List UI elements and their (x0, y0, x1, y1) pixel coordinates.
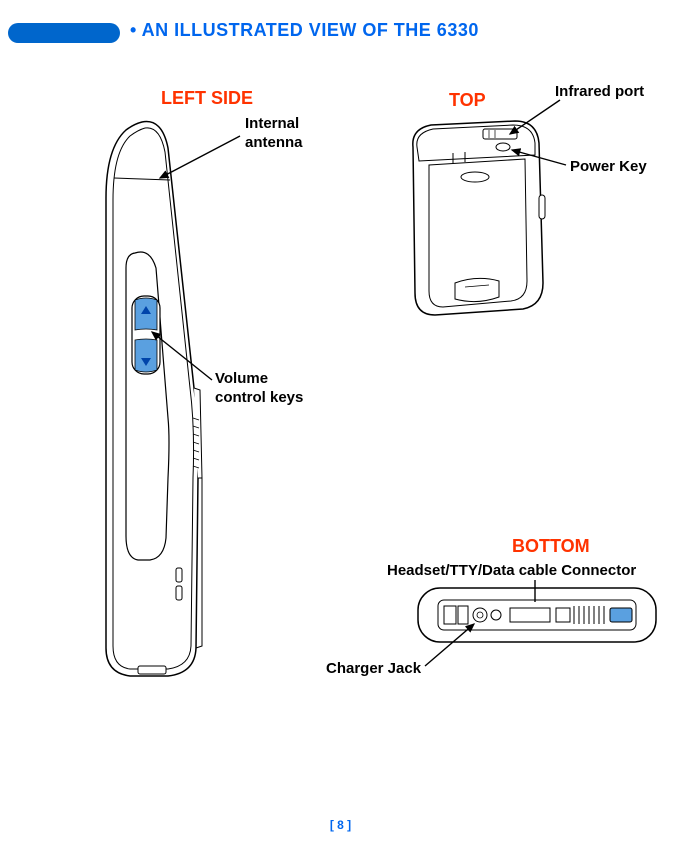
page-number: [ 8 ] (0, 818, 681, 832)
callout-arrows (0, 0, 681, 847)
